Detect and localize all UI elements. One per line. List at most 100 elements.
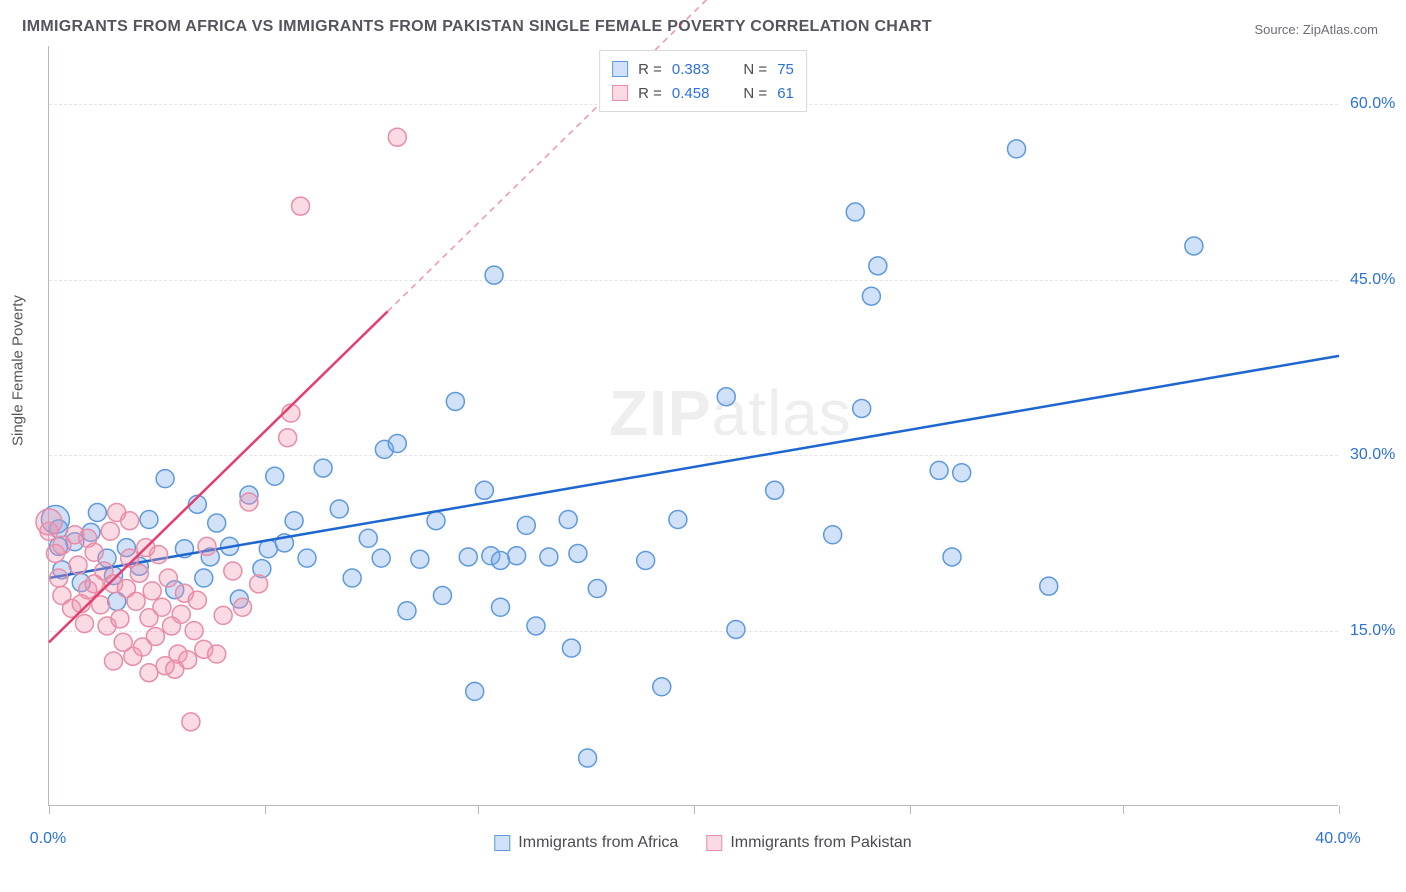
legend-r-prefix: R = bbox=[638, 61, 662, 78]
scatter-point-africa bbox=[140, 511, 158, 529]
trend-line-pakistan bbox=[49, 311, 388, 642]
chart-title: IMMIGRANTS FROM AFRICA VS IMMIGRANTS FRO… bbox=[22, 18, 932, 36]
legend-r-value: 0.458 bbox=[672, 85, 710, 102]
scatter-point-pakistan bbox=[159, 569, 177, 587]
x-tick-label: 0.0% bbox=[30, 830, 66, 848]
y-axis-label: Single Female Poverty bbox=[10, 295, 27, 446]
scatter-point-pakistan bbox=[127, 592, 145, 610]
scatter-point-pakistan bbox=[150, 546, 168, 564]
legend-swatch bbox=[612, 61, 628, 77]
scatter-point-pakistan bbox=[140, 664, 158, 682]
legend-stat-row-pakistan: R = 0.458N = 61 bbox=[612, 81, 794, 105]
trend-line-africa bbox=[49, 356, 1339, 578]
scatter-point-africa bbox=[527, 617, 545, 635]
x-tick-mark bbox=[265, 806, 266, 814]
scatter-point-africa bbox=[588, 580, 606, 598]
scatter-point-africa bbox=[637, 551, 655, 569]
scatter-point-africa bbox=[824, 526, 842, 544]
scatter-point-pakistan bbox=[250, 575, 268, 593]
legend-n-value: 61 bbox=[777, 85, 794, 102]
scatter-point-africa bbox=[930, 461, 948, 479]
scatter-point-africa bbox=[1008, 140, 1026, 158]
scatter-point-africa bbox=[653, 678, 671, 696]
scatter-point-africa bbox=[156, 470, 174, 488]
scatter-point-africa bbox=[485, 266, 503, 284]
scatter-point-africa bbox=[459, 548, 477, 566]
scatter-point-pakistan bbox=[279, 429, 297, 447]
legend-swatch bbox=[612, 85, 628, 101]
legend-swatch bbox=[494, 835, 510, 851]
scatter-point-pakistan bbox=[153, 598, 171, 616]
scatter-point-pakistan bbox=[75, 615, 93, 633]
scatter-point-africa bbox=[359, 529, 377, 547]
legend-n-prefix: N = bbox=[743, 61, 767, 78]
scatter-point-pakistan bbox=[198, 537, 216, 555]
scatter-point-pakistan bbox=[182, 713, 200, 731]
scatter-point-pakistan bbox=[214, 606, 232, 624]
scatter-point-africa bbox=[853, 399, 871, 417]
source-label: Source: ZipAtlas.com bbox=[1254, 22, 1378, 37]
scatter-point-pakistan bbox=[105, 652, 123, 670]
scatter-point-africa bbox=[298, 549, 316, 567]
scatter-point-africa bbox=[427, 512, 445, 530]
scatter-point-pakistan bbox=[172, 605, 190, 623]
scatter-point-pakistan bbox=[50, 569, 68, 587]
scatter-point-pakistan bbox=[185, 622, 203, 640]
scatter-point-pakistan bbox=[292, 197, 310, 215]
plot-area: ZIPatlas bbox=[48, 46, 1338, 806]
scatter-point-africa bbox=[492, 598, 510, 616]
scatter-point-africa bbox=[727, 620, 745, 638]
scatter-point-africa bbox=[388, 435, 406, 453]
legend-stats: R = 0.383 N = 75 R = 0.458N = 61 bbox=[599, 50, 807, 112]
trend-line-dash-pakistan bbox=[388, 0, 727, 311]
legend-swatch bbox=[706, 835, 722, 851]
scatter-point-pakistan bbox=[179, 651, 197, 669]
scatter-point-africa bbox=[372, 549, 390, 567]
scatter-point-pakistan bbox=[101, 522, 119, 540]
legend-r-prefix: R = bbox=[638, 85, 662, 102]
scatter-point-africa bbox=[943, 548, 961, 566]
scatter-point-pakistan bbox=[146, 627, 164, 645]
scatter-point-africa bbox=[766, 481, 784, 499]
y-tick-label: 15.0% bbox=[1350, 622, 1395, 640]
scatter-point-africa bbox=[559, 511, 577, 529]
scatter-point-africa bbox=[466, 682, 484, 700]
legend-item-africa: Immigrants from Africa bbox=[494, 834, 678, 852]
scatter-point-pakistan bbox=[85, 543, 103, 561]
scatter-point-africa bbox=[579, 749, 597, 767]
legend-series: Immigrants from AfricaImmigrants from Pa… bbox=[494, 834, 911, 852]
scatter-point-africa bbox=[1185, 237, 1203, 255]
scatter-point-africa bbox=[540, 548, 558, 566]
scatter-point-africa bbox=[343, 569, 361, 587]
x-tick-mark bbox=[478, 806, 479, 814]
scatter-point-africa bbox=[953, 464, 971, 482]
y-tick-label: 45.0% bbox=[1350, 271, 1395, 289]
scatter-point-africa bbox=[285, 512, 303, 530]
scatter-point-pakistan bbox=[111, 610, 129, 628]
scatter-point-pakistan bbox=[69, 556, 87, 574]
scatter-svg bbox=[49, 46, 1338, 805]
scatter-point-africa bbox=[446, 392, 464, 410]
scatter-point-africa bbox=[266, 467, 284, 485]
x-tick-label: 40.0% bbox=[1315, 830, 1360, 848]
x-tick-mark bbox=[1339, 806, 1340, 814]
y-tick-label: 30.0% bbox=[1350, 446, 1395, 464]
x-tick-mark bbox=[49, 806, 50, 814]
y-tick-label: 60.0% bbox=[1350, 95, 1395, 113]
scatter-point-africa bbox=[869, 257, 887, 275]
scatter-point-africa bbox=[562, 639, 580, 657]
x-tick-mark bbox=[1123, 806, 1124, 814]
scatter-point-africa bbox=[517, 516, 535, 534]
scatter-point-pakistan bbox=[224, 562, 242, 580]
legend-n-value: 75 bbox=[777, 61, 794, 78]
scatter-point-africa bbox=[398, 602, 416, 620]
x-tick-mark bbox=[694, 806, 695, 814]
legend-r-value: 0.383 bbox=[672, 61, 710, 78]
scatter-point-africa bbox=[208, 514, 226, 532]
scatter-point-pakistan bbox=[388, 128, 406, 146]
scatter-point-africa bbox=[195, 569, 213, 587]
scatter-point-africa bbox=[492, 551, 510, 569]
legend-label: Immigrants from Africa bbox=[518, 834, 678, 852]
scatter-point-pakistan bbox=[36, 509, 62, 535]
scatter-point-africa bbox=[508, 547, 526, 565]
